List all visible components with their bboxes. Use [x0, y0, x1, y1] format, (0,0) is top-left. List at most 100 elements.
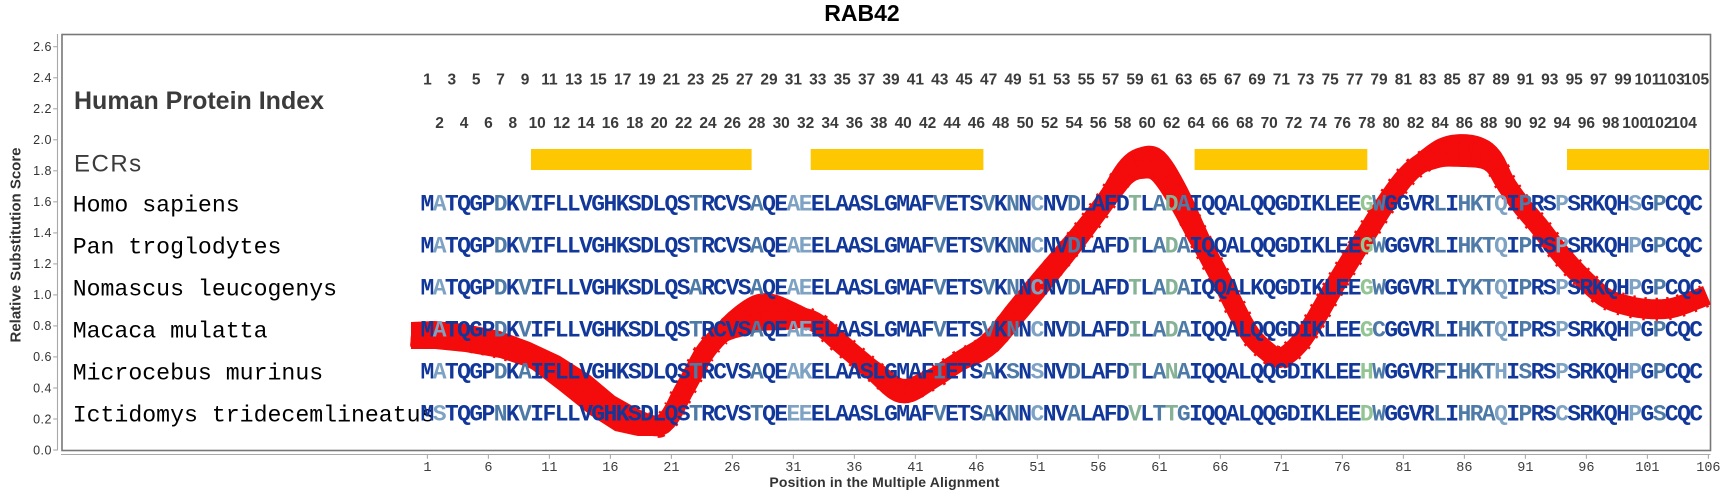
svg-text:N: N [1006, 318, 1020, 344]
svg-text:K: K [994, 318, 1008, 344]
svg-text:80: 80 [1383, 115, 1400, 132]
svg-text:35: 35 [834, 72, 852, 89]
svg-text:A: A [1152, 192, 1166, 218]
svg-text:20: 20 [651, 115, 668, 132]
svg-text:A: A [1152, 318, 1166, 344]
svg-text:2.0: 2.0 [33, 133, 52, 147]
svg-text:105: 105 [1683, 72, 1709, 89]
svg-text:RCVS: RCVS [701, 276, 752, 302]
svg-text:P: P [1653, 318, 1667, 344]
svg-text:LAFD: LAFD [1079, 402, 1129, 428]
svg-text:Microcebus murinus: Microcebus murinus [73, 360, 323, 386]
svg-text:N: N [1006, 234, 1020, 260]
svg-text:V: V [518, 234, 532, 260]
svg-text:71: 71 [1273, 461, 1289, 476]
svg-text:28: 28 [748, 115, 766, 132]
svg-text:C: C [1030, 318, 1044, 344]
svg-text:101: 101 [1634, 72, 1660, 89]
svg-text:19: 19 [638, 72, 656, 89]
svg-text:P: P [1628, 318, 1642, 344]
svg-text:0.6: 0.6 [33, 350, 52, 364]
svg-text:1.6: 1.6 [33, 195, 52, 209]
svg-text:55: 55 [1078, 72, 1096, 89]
svg-text:NV: NV [1043, 234, 1069, 260]
svg-text:GGVR: GGVR [1384, 192, 1435, 218]
svg-text:GGVR: GGVR [1384, 360, 1435, 386]
svg-text:NV: NV [1043, 402, 1069, 428]
svg-text:36: 36 [846, 115, 864, 132]
svg-text:S: S [1518, 360, 1532, 386]
svg-text:ETS: ETS [945, 318, 983, 344]
svg-text:Q: Q [1494, 318, 1508, 344]
svg-text:98: 98 [1602, 115, 1620, 132]
svg-text:IFLLVGHKSDLQS: IFLLVGHKSDLQS [530, 402, 690, 428]
svg-text:IFLLVGHKSDLQS: IFLLVGHKSDLQS [530, 360, 690, 386]
svg-text:32: 32 [797, 115, 814, 132]
svg-text:T: T [689, 360, 703, 386]
svg-text:G: G [1640, 276, 1654, 302]
svg-text:I: I [1445, 318, 1459, 344]
svg-text:S: S [1030, 360, 1044, 386]
svg-text:IFLLVGHKSDLQS: IFLLVGHKSDLQS [530, 318, 690, 344]
svg-text:I: I [1445, 360, 1459, 386]
svg-text:RCVS: RCVS [701, 402, 752, 428]
svg-text:25: 25 [712, 72, 730, 89]
svg-text:A: A [750, 276, 764, 302]
svg-text:ETS: ETS [945, 402, 983, 428]
svg-text:86: 86 [1456, 461, 1472, 476]
svg-text:LAFD: LAFD [1079, 318, 1129, 344]
svg-text:RS: RS [1531, 192, 1557, 218]
svg-text:0.4: 0.4 [33, 381, 52, 395]
svg-text:47: 47 [980, 72, 997, 89]
svg-text:K: K [994, 402, 1008, 428]
svg-text:IFLLVGHKSDLQS: IFLLVGHKSDLQS [530, 276, 690, 302]
svg-text:LAFD: LAFD [1079, 360, 1129, 386]
svg-text:TQGP: TQGP [445, 360, 495, 386]
svg-text:1.8: 1.8 [33, 164, 52, 178]
svg-text:RS: RS [1531, 402, 1557, 428]
svg-text:P: P [1628, 402, 1642, 428]
svg-text:TQGP: TQGP [445, 192, 495, 218]
svg-text:HRA: HRA [1457, 402, 1495, 428]
svg-text:HKT: HKT [1457, 234, 1495, 260]
svg-text:64: 64 [1187, 115, 1205, 132]
svg-text:29: 29 [760, 72, 778, 89]
svg-text:GGVR: GGVR [1384, 318, 1435, 344]
svg-text:53: 53 [1053, 72, 1071, 89]
svg-text:D: D [1067, 360, 1081, 386]
svg-text:I: I [1445, 234, 1459, 260]
svg-text:SRKQH: SRKQH [1567, 192, 1630, 218]
svg-text:D: D [494, 276, 508, 302]
svg-text:51: 51 [1029, 72, 1047, 89]
svg-text:SRKQH: SRKQH [1567, 318, 1630, 344]
svg-text:I: I [1445, 192, 1459, 218]
svg-text:S: S [1653, 402, 1667, 428]
svg-text:V: V [933, 402, 947, 428]
svg-text:AE: AE [786, 234, 812, 260]
svg-text:Pan troglodytes: Pan troglodytes [73, 234, 282, 260]
svg-text:AE: AE [786, 318, 812, 344]
svg-text:I: I [933, 360, 947, 386]
svg-text:RCVS: RCVS [701, 360, 752, 386]
svg-text:S: S [1006, 360, 1020, 386]
svg-text:Q: Q [1494, 192, 1508, 218]
svg-text:P: P [1555, 318, 1569, 344]
svg-text:P: P [1555, 234, 1569, 260]
svg-text:QE: QE [762, 192, 788, 218]
svg-text:P: P [1653, 360, 1667, 386]
svg-text:CQC: CQC [1665, 402, 1703, 428]
svg-text:P: P [1555, 360, 1569, 386]
svg-text:S: S [433, 402, 447, 428]
svg-text:A: A [1177, 276, 1191, 302]
svg-text:I: I [1506, 276, 1520, 302]
svg-text:31: 31 [785, 72, 803, 89]
svg-text:ETS: ETS [945, 234, 983, 260]
svg-text:4: 4 [460, 115, 469, 132]
svg-text:G: G [1360, 234, 1374, 260]
svg-text:70: 70 [1261, 115, 1278, 132]
svg-text:73: 73 [1297, 72, 1315, 89]
svg-text:I: I [1506, 192, 1520, 218]
svg-text:26: 26 [724, 461, 740, 476]
svg-text:22: 22 [675, 115, 692, 132]
svg-text:N: N [1018, 276, 1032, 302]
